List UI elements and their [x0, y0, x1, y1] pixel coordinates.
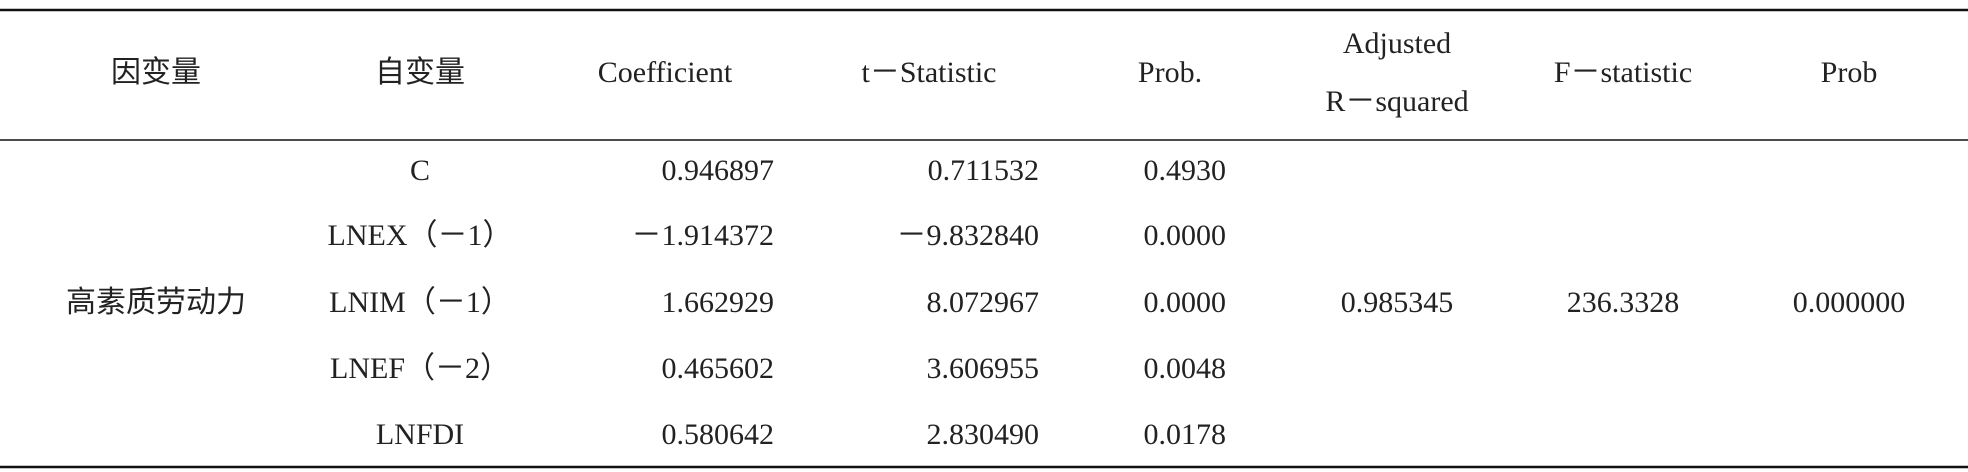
value-cell: 0.946897: [662, 154, 775, 187]
value-cell: 0.580642: [662, 418, 775, 451]
value-cell: 0.0178: [1144, 418, 1227, 451]
header-cell: Adjusted: [1343, 27, 1451, 60]
header-cell: t－Statistic: [862, 56, 997, 89]
value-cell: －9.832840: [897, 219, 1040, 252]
value-cell: 0.711532: [928, 154, 1039, 187]
value-cell: 2.830490: [927, 418, 1040, 451]
value-cell: 1.662929: [662, 286, 775, 319]
header-cell: F－statistic: [1554, 56, 1692, 89]
header-cell: 因变量: [111, 56, 201, 89]
variable-cell: LNEX（－1）: [328, 219, 513, 252]
variable-cell: LNIM（－1）: [329, 286, 511, 319]
prob-cell: 0.000000: [1793, 286, 1906, 319]
value-cell: 0.0000: [1144, 219, 1227, 252]
f-statistic-cell: 236.3328: [1567, 286, 1680, 319]
value-cell: 0.465602: [662, 352, 775, 385]
variable-cell: LNFDI: [376, 418, 464, 451]
value-cell: 0.0000: [1144, 286, 1227, 319]
variable-cell: LNEF（－2）: [330, 352, 510, 385]
variable-cell: C: [410, 154, 430, 187]
header-cell: Prob: [1821, 56, 1878, 89]
header-cell: Prob.: [1138, 56, 1202, 89]
header-cell: R－squared: [1325, 85, 1468, 118]
value-cell: 8.072967: [927, 286, 1040, 319]
value-cell: 0.4930: [1144, 154, 1227, 187]
dependent-cell: 高素质劳动力: [66, 286, 246, 319]
value-cell: 0.0048: [1144, 352, 1227, 385]
value-cell: 3.606955: [927, 352, 1040, 385]
value-cell: －1.914372: [632, 219, 775, 252]
header-cell: 自变量: [375, 56, 465, 89]
adjusted-r-squared-cell: 0.985345: [1341, 286, 1454, 319]
header-cell: Coefficient: [598, 56, 733, 89]
